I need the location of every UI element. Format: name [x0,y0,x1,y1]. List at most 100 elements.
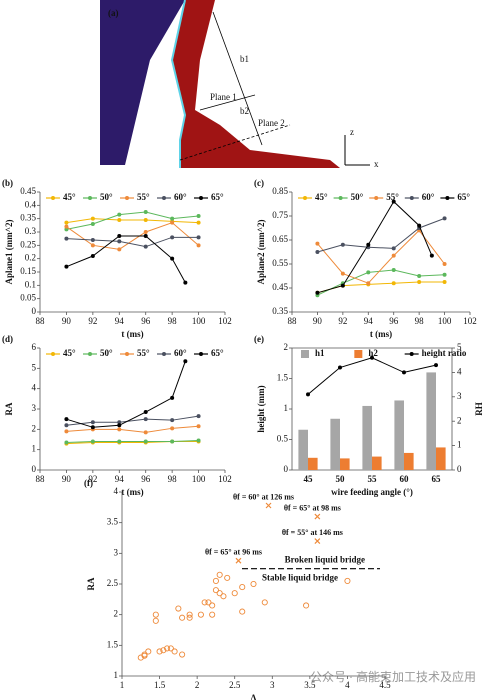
y2-tick-label: 1 [457,440,462,450]
point [417,223,422,228]
point [196,424,201,429]
bar [298,429,308,470]
x-tick-label: 102 [218,316,232,326]
dimension-label: b2 [240,106,249,116]
point [171,648,178,655]
legend-swatch [199,196,203,200]
x-axis-label: Λ [250,693,257,700]
point [143,430,148,435]
x-tick-label: 55 [368,474,378,484]
y-tick-label: 4 [32,383,37,393]
x-tick-label: 50 [336,474,346,484]
point [212,587,219,594]
x-tick-label: 4.5 [379,680,391,690]
y-tick-label: 1.5 [107,639,119,649]
x-axis-label: t (ms) [121,487,143,497]
point [434,363,438,368]
y2-tick-label: 3 [457,391,462,401]
point [117,427,122,432]
legend-swatch [51,196,55,200]
point [209,602,216,609]
legend-swatch [338,196,343,200]
point [90,439,95,444]
legend-label: 50° [100,348,113,358]
point [167,645,174,652]
simulation-image: (a) b1 b2 Plane 1 Plane 2 z x [100,0,379,169]
point [340,242,345,247]
point [170,235,175,240]
plane-label: Plane 1 [210,92,237,102]
legend-swatch [162,196,166,200]
y-tick-label: 2.5 [107,578,119,588]
series-line [66,425,199,433]
point [143,234,148,238]
y-tick-label: 0.45 [20,186,36,196]
legend-label: 45° [63,192,76,202]
point [261,599,268,606]
point [117,212,122,217]
legend-label: 65° [211,192,224,202]
y-tick-label: 0.2 [25,253,36,263]
watermark: 公众号 · 高能束加工技术及应用 [310,669,476,684]
point [179,614,186,621]
x-tick-label: 60 [400,474,410,484]
x-tick-label: 102 [463,316,477,326]
x-tick-label: 100 [438,316,452,326]
point [179,651,186,658]
x-tick-label: 94 [364,316,374,326]
y2-axis-label: RH [474,402,484,416]
point [170,418,175,423]
legend-swatch [125,196,129,200]
y-tick-label: 3.5 [107,517,119,527]
dimension-line [212,11,263,146]
axis-label: x [374,159,379,169]
point [314,513,321,520]
y2-tick-label: 4 [457,366,462,376]
y-axis-label: height (mm) [256,385,266,432]
point [143,230,148,234]
y-tick-label: 4 [114,486,119,496]
legend-swatch [162,352,166,356]
x-tick-label: 96 [141,316,151,326]
point [117,239,122,244]
point [90,238,95,242]
legend-swatch [88,196,92,200]
x-tick-label: 1.5 [154,680,166,690]
point [170,220,175,225]
y-tick-label: 2 [284,342,289,352]
x-tick-label: 65 [432,474,442,484]
point [170,426,175,431]
series-line [307,357,437,395]
x-tick-label: 2.5 [229,680,241,690]
panel-label: (a) [108,8,119,18]
x-tick-label: 98 [168,316,178,326]
bar [330,418,340,470]
x-tick-label: 98 [415,316,425,326]
point [90,420,95,425]
point [156,648,163,655]
bar [372,456,382,470]
point [64,264,69,269]
point [143,210,148,214]
point [143,417,148,422]
point [152,611,159,618]
series-line [66,211,199,230]
x-tick-label: 94 [115,474,125,484]
y-tick-label: 0.45 [272,282,288,292]
point [442,280,447,284]
point [143,218,148,222]
point [64,423,69,428]
point-label: θf = 60° at 126 ms [233,492,294,501]
point [196,438,201,443]
plane-line [199,94,256,111]
y-tick-label: 2 [32,423,37,433]
point [315,290,320,295]
legend-swatch [125,352,129,356]
point [196,414,201,419]
legend-label: 55° [137,192,150,202]
legend-label: 55° [386,192,399,202]
point [117,423,122,428]
legend-label: 65° [457,192,470,202]
legend-swatch [354,350,363,358]
